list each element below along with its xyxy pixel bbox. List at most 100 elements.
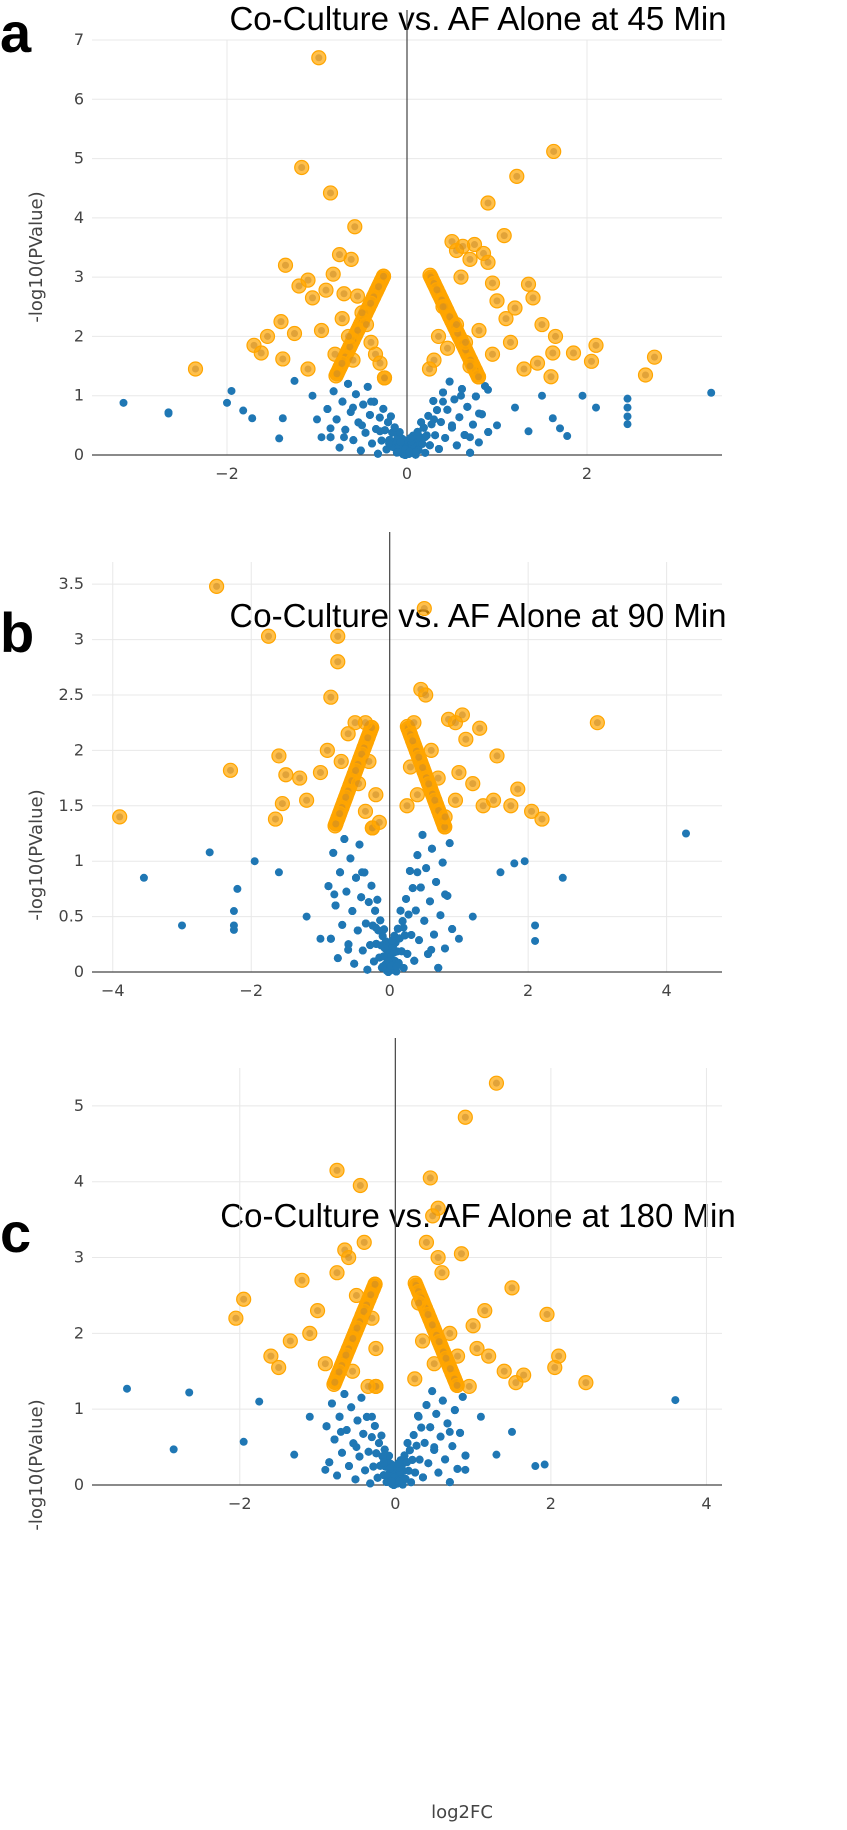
significant-point-core — [360, 1238, 368, 1246]
nonsignificant-point — [426, 1423, 435, 1432]
nonsignificant-point — [373, 1473, 382, 1482]
significant-point-core — [250, 341, 258, 349]
significant-point-core — [365, 757, 373, 765]
nonsignificant-point — [399, 963, 408, 972]
nonsignificant-point — [322, 1422, 331, 1431]
significant-point-core — [485, 1352, 493, 1360]
nonsignificant-point — [290, 376, 299, 385]
nonsignificant-point — [317, 433, 326, 442]
significant-point-core — [213, 582, 221, 590]
significant-point-core — [490, 796, 498, 804]
significant-point-core — [372, 1345, 380, 1353]
nonsignificant-point — [250, 857, 259, 866]
nonsignificant-point — [185, 1388, 194, 1397]
nonsignificant-point — [430, 930, 439, 939]
nonsignificant-point — [395, 428, 404, 437]
y-tick-label: 3 — [74, 1248, 84, 1267]
nonsignificant-point — [407, 930, 416, 939]
significant-point-core — [375, 818, 383, 826]
significant-point-core — [347, 255, 355, 263]
significant-point-core — [435, 1338, 443, 1346]
nonsignificant-point — [139, 873, 148, 882]
nonsignificant-point — [448, 421, 456, 430]
nonsignificant-point — [248, 414, 257, 423]
significant-point-core — [267, 1352, 275, 1360]
nonsignificant-point — [356, 446, 365, 455]
significant-point-core — [444, 344, 451, 352]
significant-point-core — [361, 719, 369, 727]
significant-point-core — [232, 1314, 240, 1322]
nonsignificant-point — [367, 1433, 376, 1442]
significant-point-core — [345, 1254, 353, 1262]
significant-point-core — [403, 802, 411, 810]
nonsignificant-point — [455, 413, 464, 422]
nonsignificant-point — [164, 409, 173, 418]
nonsignificant-point — [413, 851, 422, 860]
nonsignificant-point — [233, 884, 242, 893]
y-tick-label: 6 — [74, 89, 84, 108]
significant-point-core — [479, 802, 487, 810]
nonsignificant-point — [358, 868, 366, 877]
plot-area-c: 0 1 2 3 4 5 −2 0 2 4 — [74, 1038, 722, 1513]
significant-point-core — [451, 719, 459, 727]
nonsignificant-point — [395, 1477, 404, 1486]
nonsignificant-point — [379, 1458, 388, 1467]
nonsignificant-point — [443, 405, 452, 414]
nonsignificant-point — [476, 1412, 485, 1421]
nonsignificant-point — [379, 404, 388, 413]
significant-point-core — [592, 341, 600, 349]
nonsignificant-point — [445, 839, 454, 848]
significant-point-core — [275, 1363, 283, 1371]
significant-point-core — [500, 1367, 508, 1375]
significant-point-core — [454, 1352, 462, 1360]
significant-point-core — [439, 303, 447, 311]
nonsignificant-point — [330, 890, 339, 899]
significant-point-core — [582, 1379, 590, 1387]
panel-c: c Co-Culture vs. AF Alone at 180 Min 0 1 2… — [0, 1038, 736, 1823]
nonsignificant-point — [436, 418, 445, 427]
y-tick-label: 2.5 — [59, 685, 84, 704]
nonsignificant-point — [439, 388, 448, 397]
nonsignificant-point — [385, 1464, 394, 1473]
nonsignificant-point — [350, 959, 359, 968]
x-tick-label: −2 — [239, 981, 263, 1000]
nonsignificant-point — [368, 1412, 376, 1421]
nonsignificant-point — [169, 1445, 178, 1454]
nonsignificant-point — [538, 391, 546, 400]
panel-letter-b: b — [0, 601, 34, 664]
nonsignificant-point — [578, 391, 587, 400]
nonsignificant-point — [405, 1446, 414, 1455]
significant-point-core — [298, 163, 306, 171]
significant-point-core — [525, 280, 532, 288]
significant-point-core — [475, 373, 483, 381]
nonsignificant-point — [396, 906, 405, 915]
y-tick-label: 2 — [74, 326, 84, 345]
significant-point-core — [355, 780, 363, 788]
nonsignificant-point — [377, 1431, 386, 1440]
significant-point-core — [543, 1310, 551, 1318]
nonsignificant-point — [402, 894, 411, 903]
significant-point-core — [411, 1375, 419, 1383]
y-tick-label: 3 — [74, 630, 84, 649]
nonsignificant-point — [336, 1427, 345, 1436]
significant-point-core — [465, 1382, 473, 1390]
significant-point-core — [265, 632, 273, 640]
significant-point-core — [116, 813, 124, 821]
nonsignificant-point — [275, 434, 284, 443]
significant-point-core — [306, 1329, 314, 1337]
nonsignificant-point — [531, 921, 540, 930]
nonsignificant-point — [424, 1459, 433, 1468]
significant-point-core — [314, 1307, 322, 1315]
nonsignificant-point — [420, 916, 429, 925]
significant-point-core — [426, 365, 433, 373]
nonsignificant-point — [438, 1396, 447, 1405]
nonsignificant-point — [372, 939, 381, 948]
significant-point-core — [493, 297, 501, 305]
nonsignificant-point — [370, 1421, 379, 1430]
y-tick-label: 3 — [74, 267, 84, 286]
nonsignificant-point — [340, 835, 349, 844]
nonsignificant-point — [430, 1443, 439, 1452]
nonsignificant-point — [380, 1445, 389, 1454]
nonsignificant-point — [346, 854, 355, 863]
nonsignificant-point — [359, 1429, 368, 1438]
